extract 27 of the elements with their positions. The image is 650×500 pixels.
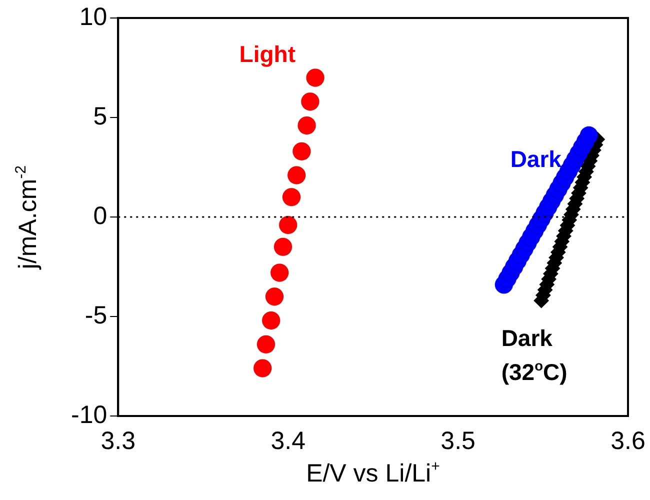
y-tick-label: -5 — [84, 301, 108, 330]
series-label: Dark — [510, 144, 562, 174]
y-tick-label: 0 — [93, 202, 108, 230]
point — [579, 126, 598, 145]
series-label: Dark (32$^{o}$C) — [501, 324, 568, 388]
point — [278, 215, 298, 234]
y-tick-label: -10 — [70, 400, 108, 429]
point — [273, 237, 292, 256]
point — [292, 142, 312, 161]
point — [264, 287, 284, 306]
y-tick-label: 10 — [79, 2, 108, 31]
point — [287, 166, 306, 185]
x-tick-label: 3.5 — [440, 426, 476, 455]
point — [256, 334, 276, 354]
point — [270, 263, 290, 282]
point — [262, 310, 281, 330]
point — [297, 116, 316, 135]
x-axis-title: E/V vs Li/Li$^{+}$ — [306, 458, 440, 488]
y-tick-label: 5 — [93, 102, 108, 130]
x-tick-label: 3.3 — [100, 426, 136, 455]
x-tick-label: 3.4 — [270, 426, 306, 455]
x-tick-label: 3.6 — [610, 426, 646, 455]
series-label: Light — [239, 40, 296, 69]
point — [306, 68, 325, 88]
point — [253, 358, 272, 378]
point — [282, 188, 301, 207]
point — [300, 92, 320, 112]
